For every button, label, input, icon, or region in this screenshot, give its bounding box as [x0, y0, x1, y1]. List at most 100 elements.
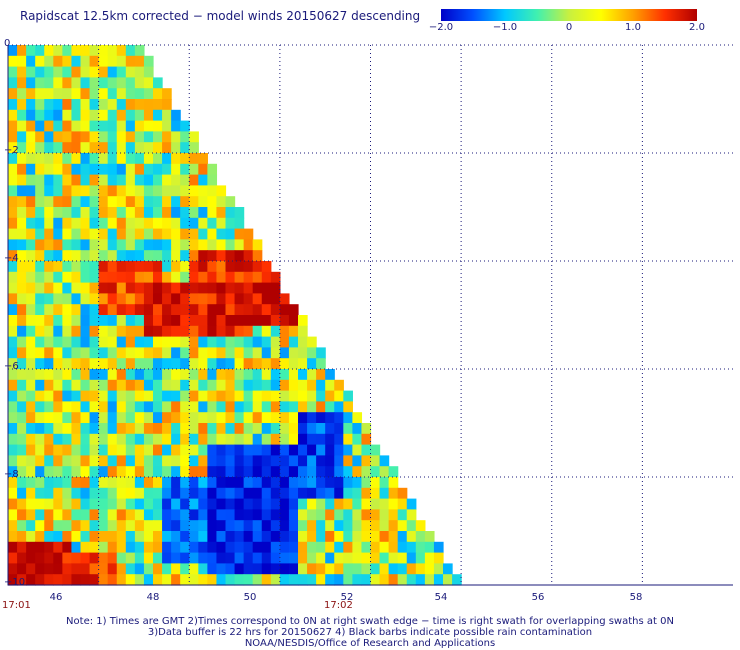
heatmap-cell: [243, 271, 254, 284]
heatmap-cell: [270, 574, 281, 586]
heatmap-cell: [234, 498, 245, 510]
heatmap-cell: [71, 563, 82, 575]
heatmap-cell: [279, 541, 290, 554]
heatmap-cell: [234, 444, 245, 456]
heatmap-cell: [17, 455, 27, 467]
heatmap-cell: [35, 250, 45, 262]
heatmap-cell: [207, 250, 218, 262]
heatmap-cell: [243, 347, 254, 359]
heatmap-cell: [125, 369, 136, 381]
heatmap-cell: [361, 574, 372, 586]
heatmap-cell: [216, 207, 227, 219]
heatmap-cell: [143, 401, 154, 413]
heatmap-cell: [98, 120, 109, 132]
heatmap-cell: [44, 239, 54, 251]
heatmap-cell: [35, 433, 45, 446]
heatmap-cell: [298, 390, 308, 402]
heatmap-cell: [116, 520, 127, 532]
heatmap-cell: [207, 347, 218, 359]
heatmap-cell: [252, 315, 263, 327]
heatmap-cell: [198, 369, 208, 381]
heatmap-cell: [261, 304, 272, 316]
heatmap-cell: [143, 563, 154, 575]
heatmap-cell: [216, 369, 227, 381]
heatmap-cell: [370, 455, 381, 467]
heatmap-cell: [89, 369, 100, 381]
heatmap-cell: [98, 315, 109, 327]
heatmap-cell: [71, 120, 82, 132]
heatmap-cell: [8, 282, 18, 294]
heatmap-cell: [288, 563, 299, 575]
heatmap-cell: [189, 390, 199, 402]
heatmap-cell: [270, 477, 281, 489]
heatmap-cell: [153, 293, 163, 305]
heatmap-cell: [98, 552, 109, 564]
heatmap-cell: [143, 315, 154, 327]
y-tick-label: 0: [4, 38, 11, 49]
heatmap-cell: [279, 293, 290, 305]
heatmap-cell: [343, 466, 353, 478]
heatmap-cell: [189, 163, 199, 176]
heatmap-cell: [125, 336, 136, 348]
heatmap-cell: [189, 207, 199, 219]
heatmap-cell: [153, 120, 163, 132]
heatmap-cell: [44, 142, 54, 154]
heatmap-cell: [134, 444, 145, 456]
heatmap-cell: [35, 574, 45, 586]
heatmap-cell: [107, 541, 118, 554]
heatmap-cell: [107, 77, 118, 89]
heatmap-cell: [98, 131, 109, 143]
heatmap-cell: [89, 423, 100, 435]
heatmap-cell: [325, 433, 335, 446]
heatmap-cell: [8, 563, 18, 575]
heatmap-cell: [189, 552, 199, 564]
heatmap-cell: [171, 531, 181, 543]
heatmap-cell: [189, 358, 199, 370]
heatmap-cell: [198, 174, 208, 186]
heatmap-cell: [216, 433, 227, 446]
heatmap-cell: [234, 207, 245, 219]
heatmap-cell: [189, 271, 199, 284]
heatmap-cell: [8, 552, 18, 564]
heatmap-cell: [71, 99, 82, 111]
heatmap-cell: [252, 487, 263, 500]
heatmap-cell: [26, 239, 36, 251]
heatmap-cell: [143, 77, 154, 89]
heatmap-cell: [26, 217, 36, 230]
heatmap-cell: [98, 153, 109, 165]
heatmap-cell: [198, 315, 208, 327]
heatmap-cell: [343, 574, 353, 586]
heatmap-cell: [261, 369, 272, 381]
heatmap-cell: [35, 131, 45, 143]
heatmap-cell: [98, 563, 109, 575]
heatmap-cell: [325, 552, 335, 564]
heatmap-cell: [8, 574, 18, 586]
heatmap-cell: [180, 401, 190, 413]
heatmap-cell: [316, 520, 326, 532]
heatmap-cell: [125, 552, 136, 564]
heatmap-cell: [125, 239, 136, 251]
heatmap-cell: [17, 66, 27, 78]
heatmap-cell: [116, 325, 127, 338]
heatmap-cell: [270, 433, 281, 446]
heatmap-cell: [162, 455, 172, 467]
heatmap-cell: [89, 401, 100, 413]
heatmap-cell: [71, 196, 82, 208]
heatmap-cell: [180, 239, 190, 251]
heatmap-cell: [35, 325, 45, 338]
heatmap-cell: [279, 304, 290, 316]
heatmap-cell: [89, 261, 100, 273]
heatmap-cell: [153, 250, 163, 262]
heatmap-cell: [261, 336, 272, 348]
heatmap-cell: [234, 239, 245, 251]
heatmap-cell: [89, 207, 100, 219]
heatmap-cell: [279, 477, 290, 489]
x-tick-label: 58: [629, 592, 643, 603]
heatmap-cell: [243, 563, 254, 575]
heatmap-cell: [17, 153, 27, 165]
heatmap-cell: [279, 433, 290, 446]
heatmap-cell: [198, 239, 208, 251]
heatmap-cell: [370, 487, 381, 500]
heatmap-cell: [261, 455, 272, 467]
heatmap-cell: [153, 282, 163, 294]
